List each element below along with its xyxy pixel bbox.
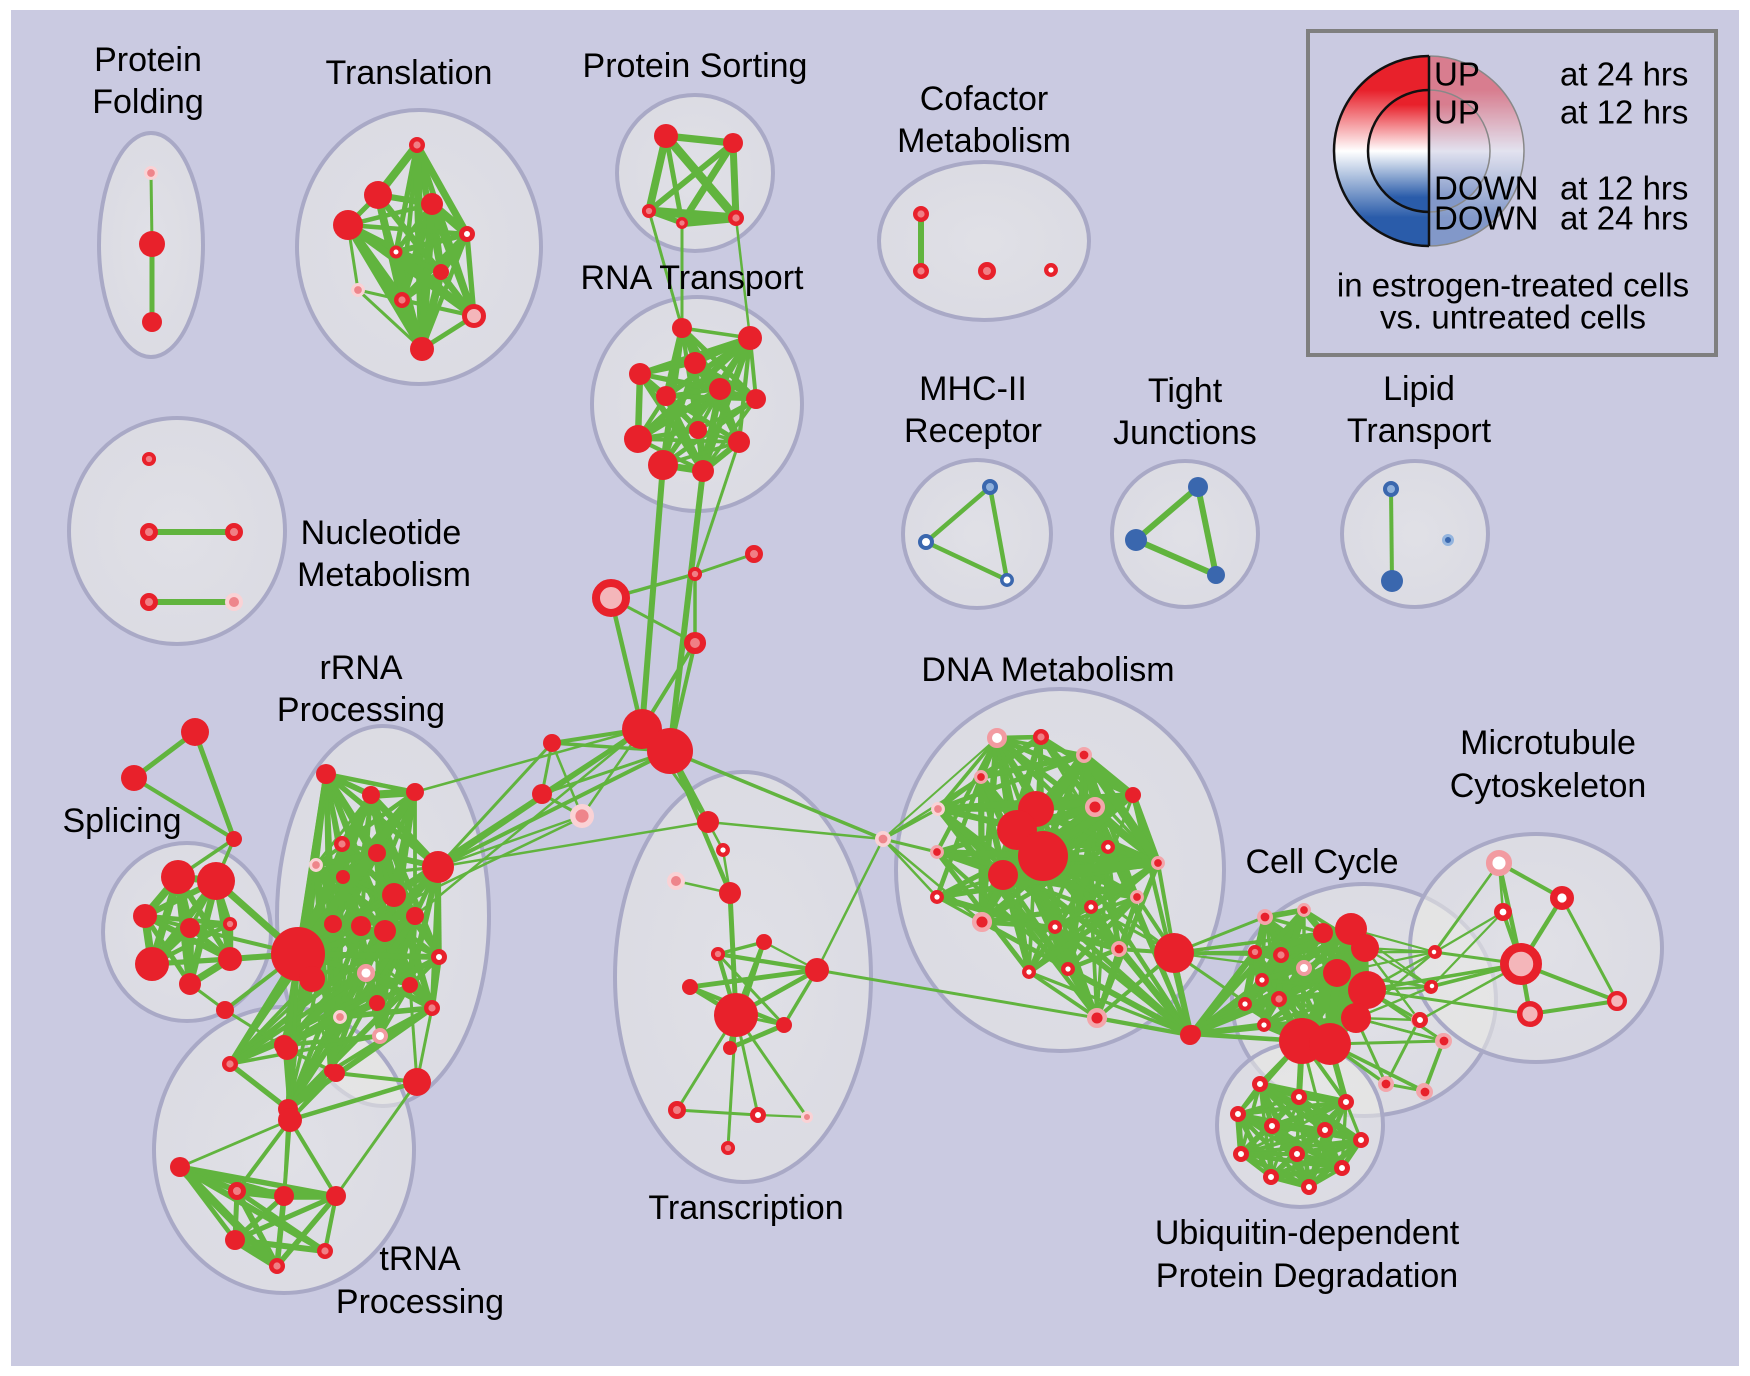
svg-text:UP: UP (1434, 56, 1480, 93)
svg-text:Transport: Transport (1347, 412, 1492, 450)
svg-text:rRNA: rRNA (319, 649, 402, 687)
svg-text:Translation: Translation (326, 54, 493, 92)
svg-text:Splicing: Splicing (62, 802, 181, 840)
svg-text:Cofactor: Cofactor (920, 80, 1049, 118)
svg-text:Cytoskeleton: Cytoskeleton (1450, 767, 1647, 805)
svg-text:at 24 hrs: at 24 hrs (1560, 56, 1688, 93)
svg-text:vs. untreated cells: vs. untreated cells (1380, 299, 1646, 336)
svg-text:MHC-II: MHC-II (919, 370, 1027, 408)
svg-text:in estrogen-treated cells: in estrogen-treated cells (1337, 267, 1689, 304)
svg-text:Protein Degradation: Protein Degradation (1156, 1257, 1458, 1295)
svg-text:Lipid: Lipid (1383, 370, 1455, 408)
svg-text:Protein Sorting: Protein Sorting (583, 47, 808, 85)
svg-text:at 24 hrs: at 24 hrs (1560, 200, 1688, 237)
svg-text:UP: UP (1434, 94, 1480, 131)
svg-text:Receptor: Receptor (904, 412, 1042, 450)
svg-text:at 12 hrs: at 12 hrs (1560, 170, 1688, 207)
svg-text:Metabolism: Metabolism (297, 556, 471, 594)
svg-text:Processing: Processing (277, 691, 445, 729)
svg-text:Ubiquitin-dependent: Ubiquitin-dependent (1155, 1214, 1460, 1252)
svg-text:Cell Cycle: Cell Cycle (1245, 843, 1398, 881)
svg-text:tRNA: tRNA (379, 1240, 461, 1278)
svg-text:Protein: Protein (94, 41, 202, 79)
svg-text:Processing: Processing (336, 1283, 504, 1321)
svg-text:Metabolism: Metabolism (897, 122, 1071, 160)
svg-text:Transcription: Transcription (648, 1189, 843, 1227)
svg-text:at 12 hrs: at 12 hrs (1560, 94, 1688, 131)
svg-text:Nucleotide: Nucleotide (301, 514, 462, 552)
svg-text:DOWN: DOWN (1434, 170, 1538, 207)
svg-text:Tight: Tight (1148, 372, 1223, 410)
svg-text:DOWN: DOWN (1434, 200, 1538, 237)
svg-text:Folding: Folding (92, 83, 204, 121)
svg-text:Microtubule: Microtubule (1460, 724, 1636, 762)
svg-text:DNA Metabolism: DNA Metabolism (921, 651, 1174, 689)
svg-text:Junctions: Junctions (1113, 414, 1257, 452)
svg-text:RNA Transport: RNA Transport (581, 259, 805, 297)
